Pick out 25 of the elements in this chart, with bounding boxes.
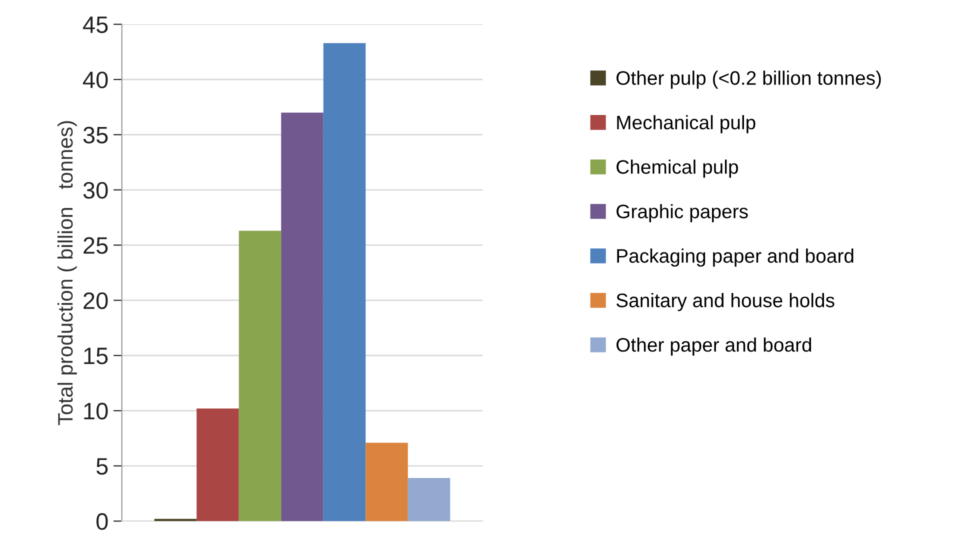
legend-label: Sanitary and house holds <box>616 293 834 312</box>
y-axis-title: Total production ( billion tonnes) <box>57 121 77 426</box>
legend-label: Other paper and board <box>616 338 812 356</box>
y-tick-label: 30 <box>83 182 108 199</box>
legend-label: Other pulp (<0.2 billion tonnes) <box>616 70 881 89</box>
y-tick-label: 25 <box>84 237 108 254</box>
bar <box>196 408 239 522</box>
y-tick-label: 10 <box>84 402 108 420</box>
y-tick-label: 40 <box>82 72 108 88</box>
y-tick-label: 45 <box>82 16 108 34</box>
y-tick-label: 35 <box>83 126 108 144</box>
legend-label: Packaging paper and board <box>617 248 854 267</box>
bar <box>366 442 408 522</box>
legend-label: Mechanical pulp <box>617 115 756 134</box>
y-tick-label: 5 <box>96 458 108 475</box>
legend-label: Chemical pulp <box>616 160 738 178</box>
bar <box>281 112 324 522</box>
y-tick-label: 20 <box>84 292 108 310</box>
y-tick-label: 15 <box>84 348 108 364</box>
bar <box>408 478 450 522</box>
bar <box>154 518 197 522</box>
bar <box>238 230 282 522</box>
bar <box>323 43 366 522</box>
y-tick-label: 0 <box>96 513 108 530</box>
legend-label: Graphic papers <box>616 204 748 222</box>
